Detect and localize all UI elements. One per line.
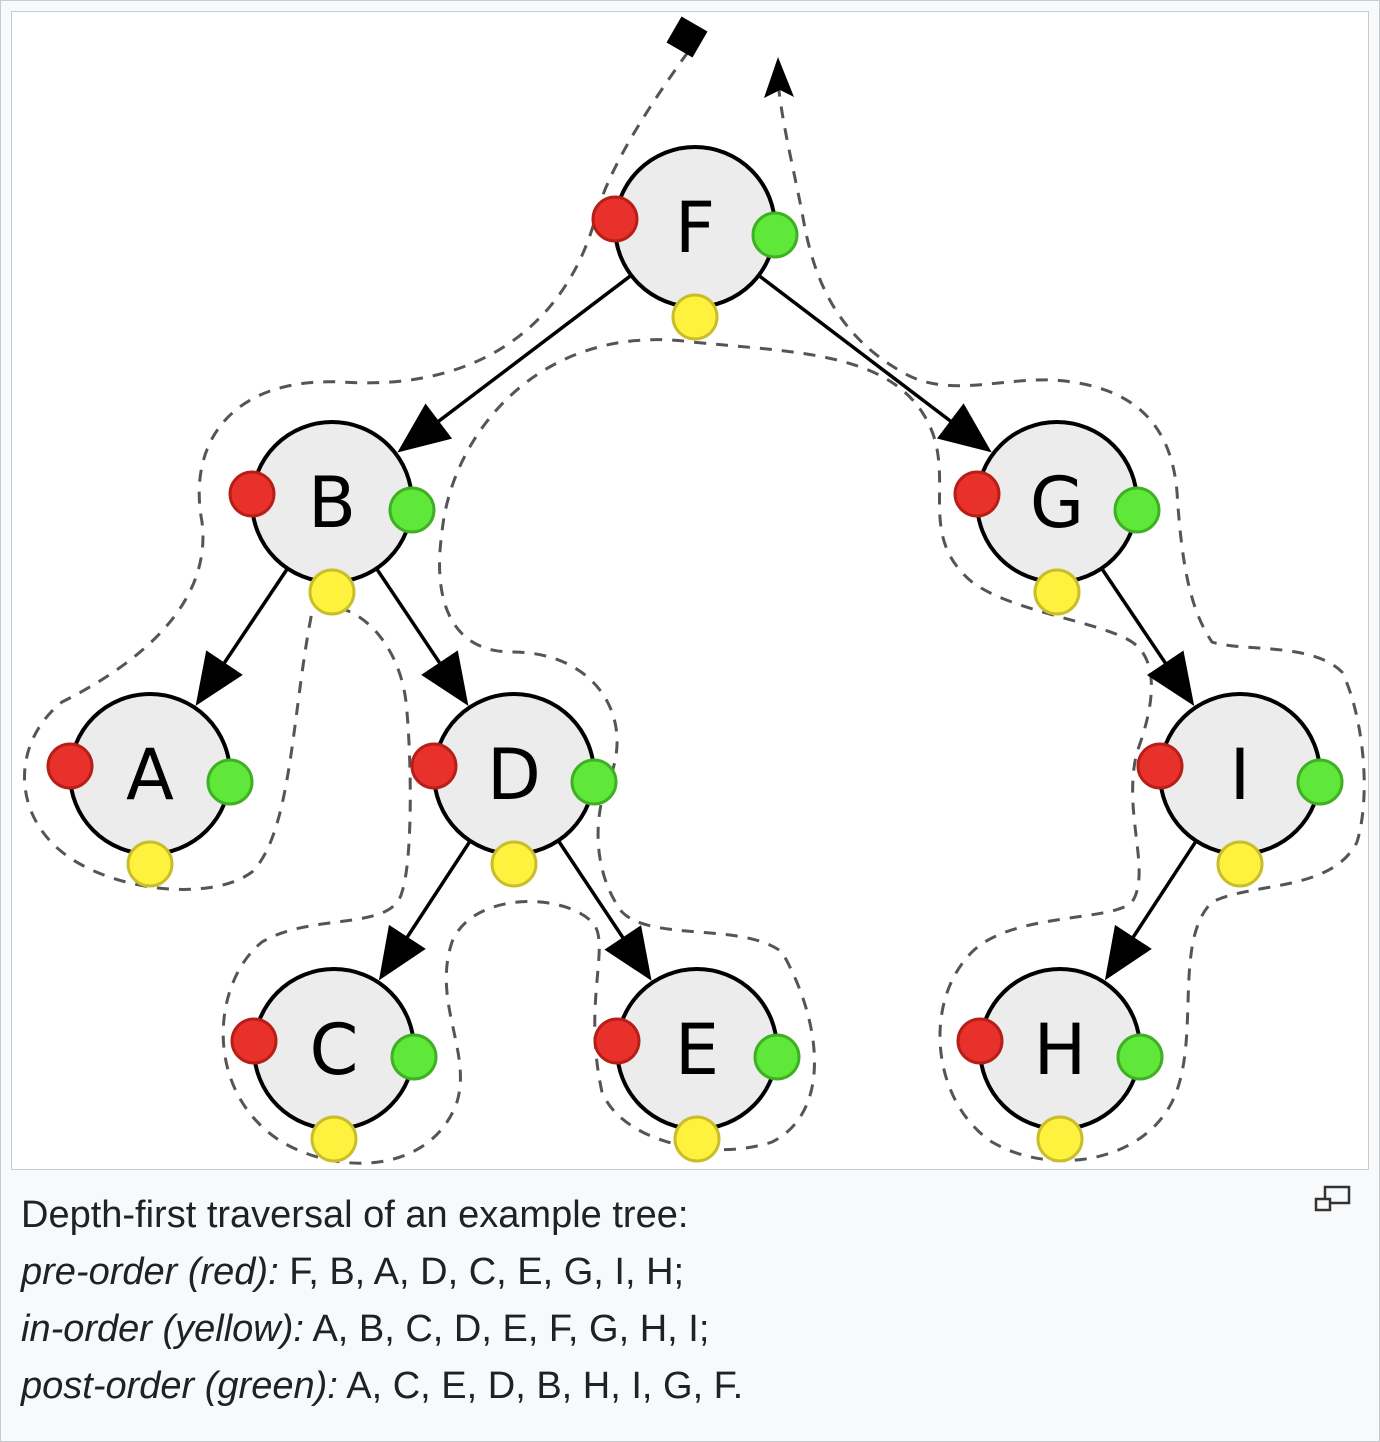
- post-order-dot-G: [1113, 486, 1161, 534]
- arrowhead-B-A: [195, 650, 243, 706]
- path-end-arrowhead: [764, 57, 794, 98]
- magnify-clip-icon[interactable]: [1313, 1184, 1353, 1214]
- arrowhead-D-C: [378, 924, 426, 981]
- post-order-dot-D: [570, 758, 618, 806]
- tree-traversal-diagram: F B G A D I C E H: [23, 16, 1366, 1165]
- node-label-F: F: [675, 187, 715, 269]
- pre-order-sequence: F, B, A, D, C, E, G, I, H;: [289, 1251, 685, 1293]
- figure-caption: Depth-first traversal of an example tree…: [21, 1187, 1301, 1415]
- node-H: H: [956, 967, 1164, 1163]
- post-order-dot-E: [753, 1033, 801, 1081]
- edge-B-D: [375, 567, 454, 682]
- post-order-dot-B: [388, 486, 436, 534]
- node-B: B: [228, 420, 436, 616]
- edge-F-G: [757, 273, 969, 436]
- tree-nodes: F B G A D I C E H: [46, 145, 1344, 1163]
- node-label-I: I: [1230, 734, 1251, 816]
- node-label-G: G: [1030, 462, 1084, 544]
- post-order-dot-I: [1296, 758, 1344, 806]
- arrowhead-D-E: [604, 925, 652, 981]
- node-label-E: E: [675, 1009, 719, 1091]
- pre-order-dot-C: [230, 1017, 278, 1065]
- edge-G-I: [1100, 567, 1179, 683]
- node-G: G: [953, 420, 1161, 616]
- edge-F-B: [420, 273, 633, 436]
- pre-order-dot-H: [956, 1017, 1004, 1065]
- in-order-dot-E: [673, 1115, 721, 1163]
- caption-pre-order: pre-order (red): F, B, A, D, C, E, G, I,…: [21, 1244, 1301, 1301]
- pre-order-dot-A: [46, 742, 94, 790]
- in-order-dot-G: [1033, 568, 1081, 616]
- node-label-D: D: [487, 734, 541, 816]
- in-order-dot-D: [490, 840, 538, 888]
- post-order-label: post-order (green):: [21, 1365, 338, 1407]
- pre-order-dot-G: [953, 470, 1001, 518]
- node-D: D: [410, 692, 618, 888]
- caption-in-order: in-order (yellow): A, B, C, D, E, F, G, …: [21, 1301, 1301, 1358]
- arrowhead-G-I: [1146, 650, 1195, 706]
- in-order-dot-I: [1216, 840, 1264, 888]
- pre-order-dot-B: [228, 470, 276, 518]
- node-label-B: B: [308, 462, 356, 544]
- post-order-sequence: A, C, E, D, B, H, I, G, F.: [346, 1365, 744, 1407]
- diagram-frame[interactable]: F B G A D I C E H: [11, 11, 1369, 1170]
- edge-I-H: [1119, 839, 1198, 957]
- arrowhead-B-D: [421, 650, 469, 706]
- arrowhead-F-G: [936, 403, 992, 453]
- post-order-dot-C: [390, 1033, 438, 1081]
- pre-order-label: pre-order (red):: [21, 1251, 279, 1293]
- post-order-dot-H: [1116, 1033, 1164, 1081]
- in-order-dot-H: [1036, 1115, 1084, 1163]
- traversal-path: [23, 51, 1366, 1165]
- in-order-sequence: A, B, C, D, E, F, G, H, I;: [312, 1308, 710, 1350]
- post-order-dot-A: [206, 758, 254, 806]
- edge-D-E: [556, 839, 637, 957]
- pre-order-dot-F: [591, 195, 639, 243]
- tree-edges: [195, 273, 1198, 981]
- node-label-C: C: [310, 1009, 359, 1091]
- pre-order-dot-I: [1136, 742, 1184, 790]
- arrowhead-F-B: [397, 403, 453, 453]
- node-label-A: A: [126, 734, 174, 816]
- node-C: C: [230, 967, 438, 1163]
- in-order-label: in-order (yellow):: [21, 1308, 304, 1350]
- edge-D-C: [393, 839, 472, 957]
- caption-title: Depth-first traversal of an example tree…: [21, 1194, 689, 1236]
- node-F: F: [591, 145, 799, 341]
- node-A: A: [46, 692, 254, 888]
- arrowhead-I-H: [1104, 924, 1152, 981]
- edge-B-A: [210, 567, 289, 682]
- in-order-dot-B: [308, 568, 356, 616]
- in-order-dot-C: [310, 1115, 358, 1163]
- path-start-marker: [666, 16, 708, 58]
- node-I: I: [1136, 692, 1344, 888]
- node-label-H: H: [1034, 1009, 1087, 1091]
- post-order-dot-F: [751, 211, 799, 259]
- pre-order-dot-E: [593, 1017, 641, 1065]
- pre-order-dot-D: [410, 742, 458, 790]
- caption-post-order: post-order (green): A, C, E, D, B, H, I,…: [21, 1358, 1301, 1415]
- in-order-dot-F: [671, 293, 719, 341]
- node-E: E: [593, 967, 801, 1163]
- in-order-dot-A: [126, 840, 174, 888]
